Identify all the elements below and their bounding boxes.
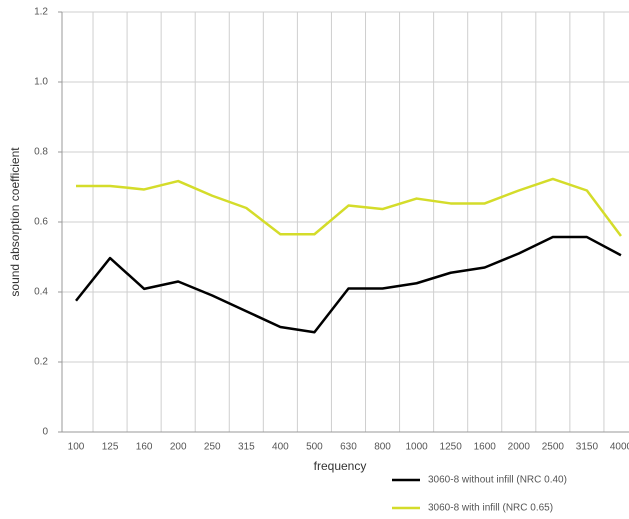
series-line [76,177,622,237]
x-tick-label: 4000 [610,442,629,453]
x-tick-label: 100 [68,442,85,453]
x-tick-label: 1600 [474,442,497,453]
x-tick-label: 630 [340,442,357,453]
y-tick-label: 0.8 [34,147,48,158]
x-tick-label: 200 [170,442,187,453]
x-tick-label: 3150 [576,442,599,453]
y-tick-label: 0.2 [34,357,48,368]
x-tick-label: 1250 [440,442,463,453]
y-tick-label: 0.4 [34,287,48,298]
x-tick-label: 2500 [542,442,565,453]
y-tick-label: 0 [42,427,48,438]
legend-label: 3060-8 without infill (NRC 0.40) [428,475,567,486]
y-tick-label: 1.2 [34,7,48,18]
x-tick-label: 1000 [405,442,428,453]
x-tick-label: 315 [238,442,255,453]
x-axis-title: frequency [314,459,367,473]
x-tick-label: 400 [272,442,289,453]
x-tick-label: 160 [136,442,153,453]
y-tick-label: 0.6 [34,217,48,228]
x-tick-label: 800 [374,442,391,453]
legend-label: 3060-8 with infill (NRC 0.65) [428,503,553,514]
y-axis-title: sound absorption coefficient [8,147,22,297]
x-tick-label: 125 [102,442,119,453]
series-line [75,235,622,334]
y-tick-label: 1.0 [34,77,48,88]
x-tick-label: 500 [306,442,323,453]
x-tick-label: 2000 [508,442,531,453]
x-tick-label: 250 [204,442,221,453]
